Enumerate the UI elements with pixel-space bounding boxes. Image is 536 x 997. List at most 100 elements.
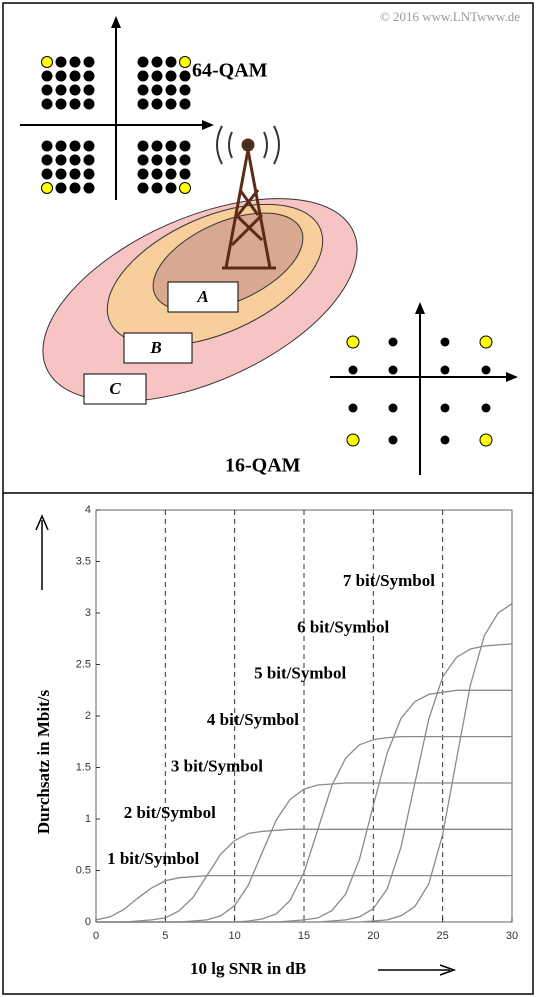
symbol-point (56, 57, 67, 68)
symbol-point (42, 155, 53, 166)
symbol-point (180, 155, 191, 166)
y-tick-label: 2.5 (76, 658, 91, 670)
symbol-point (138, 141, 149, 152)
symbol-point (138, 57, 149, 68)
series-label: 6 bit/Symbol (297, 617, 389, 636)
zone-label: C (109, 379, 121, 398)
symbol-point (42, 183, 53, 194)
symbol-point (138, 155, 149, 166)
y-tick-label: 2 (85, 710, 91, 722)
y-tick-label: 1.5 (76, 761, 91, 773)
symbol-point (347, 434, 359, 446)
symbol-point (84, 57, 95, 68)
symbol-point (138, 71, 149, 82)
copyright: © 2016 www.LNTwww.de (380, 9, 520, 24)
symbol-point (84, 141, 95, 152)
x-tick-label: 15 (298, 930, 310, 942)
symbol-point (152, 57, 163, 68)
symbol-point (180, 169, 191, 180)
series-label: 7 bit/Symbol (343, 571, 435, 590)
symbol-point (180, 183, 191, 194)
symbol-point (166, 71, 177, 82)
symbol-point (152, 85, 163, 96)
symbol-point (42, 85, 53, 96)
symbol-point (166, 57, 177, 68)
symbol-point (70, 71, 81, 82)
y-tick-label: 4 (85, 504, 91, 516)
symbol-point (152, 169, 163, 180)
symbol-point (152, 99, 163, 110)
y-tick-label: 3.5 (76, 555, 91, 567)
symbol-point (70, 169, 81, 180)
symbol-point (56, 71, 67, 82)
symbol-point (389, 404, 398, 413)
symbol-point (480, 336, 492, 348)
symbol-point (180, 71, 191, 82)
symbol-point (441, 404, 450, 413)
x-tick-label: 25 (437, 930, 449, 942)
symbol-point (166, 85, 177, 96)
y-tick-label: 1 (85, 813, 91, 825)
x-axis-label: 10 lg SNR in dB (190, 959, 306, 978)
symbol-point (441, 366, 450, 375)
symbol-point (42, 71, 53, 82)
x-tick-label: 0 (93, 930, 99, 942)
symbol-point (84, 169, 95, 180)
symbol-point (347, 336, 359, 348)
symbol-point (138, 169, 149, 180)
symbol-point (180, 141, 191, 152)
symbol-point (84, 85, 95, 96)
qam16-label: 16-QAM (225, 455, 301, 477)
symbol-point (56, 99, 67, 110)
symbol-point (42, 141, 53, 152)
x-tick-label: 20 (367, 930, 379, 942)
symbol-point (84, 71, 95, 82)
qam64-label: 64-QAM (192, 60, 268, 82)
y-axis-label: Durchsatz in Mbit/s (34, 690, 53, 835)
symbol-point (70, 99, 81, 110)
x-tick-label: 10 (229, 930, 241, 942)
symbol-point (166, 169, 177, 180)
symbol-point (70, 141, 81, 152)
symbol-point (166, 99, 177, 110)
symbol-point (42, 99, 53, 110)
symbol-point (349, 366, 358, 375)
symbol-point (152, 141, 163, 152)
series-label: 3 bit/Symbol (171, 756, 263, 775)
symbol-point (389, 366, 398, 375)
symbol-point (166, 183, 177, 194)
symbol-point (70, 155, 81, 166)
symbol-point (441, 338, 450, 347)
symbol-point (56, 141, 67, 152)
series-label: 4 bit/Symbol (207, 710, 299, 729)
symbol-point (138, 85, 149, 96)
symbol-point (180, 99, 191, 110)
series-label: 1 bit/Symbol (107, 849, 199, 868)
symbol-point (480, 434, 492, 446)
symbol-point (138, 183, 149, 194)
symbol-point (56, 85, 67, 96)
symbol-point (42, 57, 53, 68)
symbol-point (56, 183, 67, 194)
zone-label: A (196, 287, 208, 306)
symbol-point (482, 404, 491, 413)
y-tick-label: 3 (85, 607, 91, 619)
x-tick-label: 30 (506, 930, 518, 942)
symbol-point (56, 169, 67, 180)
symbol-point (389, 436, 398, 445)
symbol-point (84, 155, 95, 166)
symbol-point (180, 57, 191, 68)
symbol-point (152, 183, 163, 194)
y-tick-label: 0 (85, 916, 91, 928)
symbol-point (56, 155, 67, 166)
symbol-point (42, 169, 53, 180)
symbol-point (70, 57, 81, 68)
symbol-point (152, 71, 163, 82)
series-label: 2 bit/Symbol (124, 803, 216, 822)
symbol-point (166, 141, 177, 152)
x-tick-label: 5 (162, 930, 168, 942)
symbol-point (482, 366, 491, 375)
symbol-point (84, 99, 95, 110)
symbol-point (441, 436, 450, 445)
